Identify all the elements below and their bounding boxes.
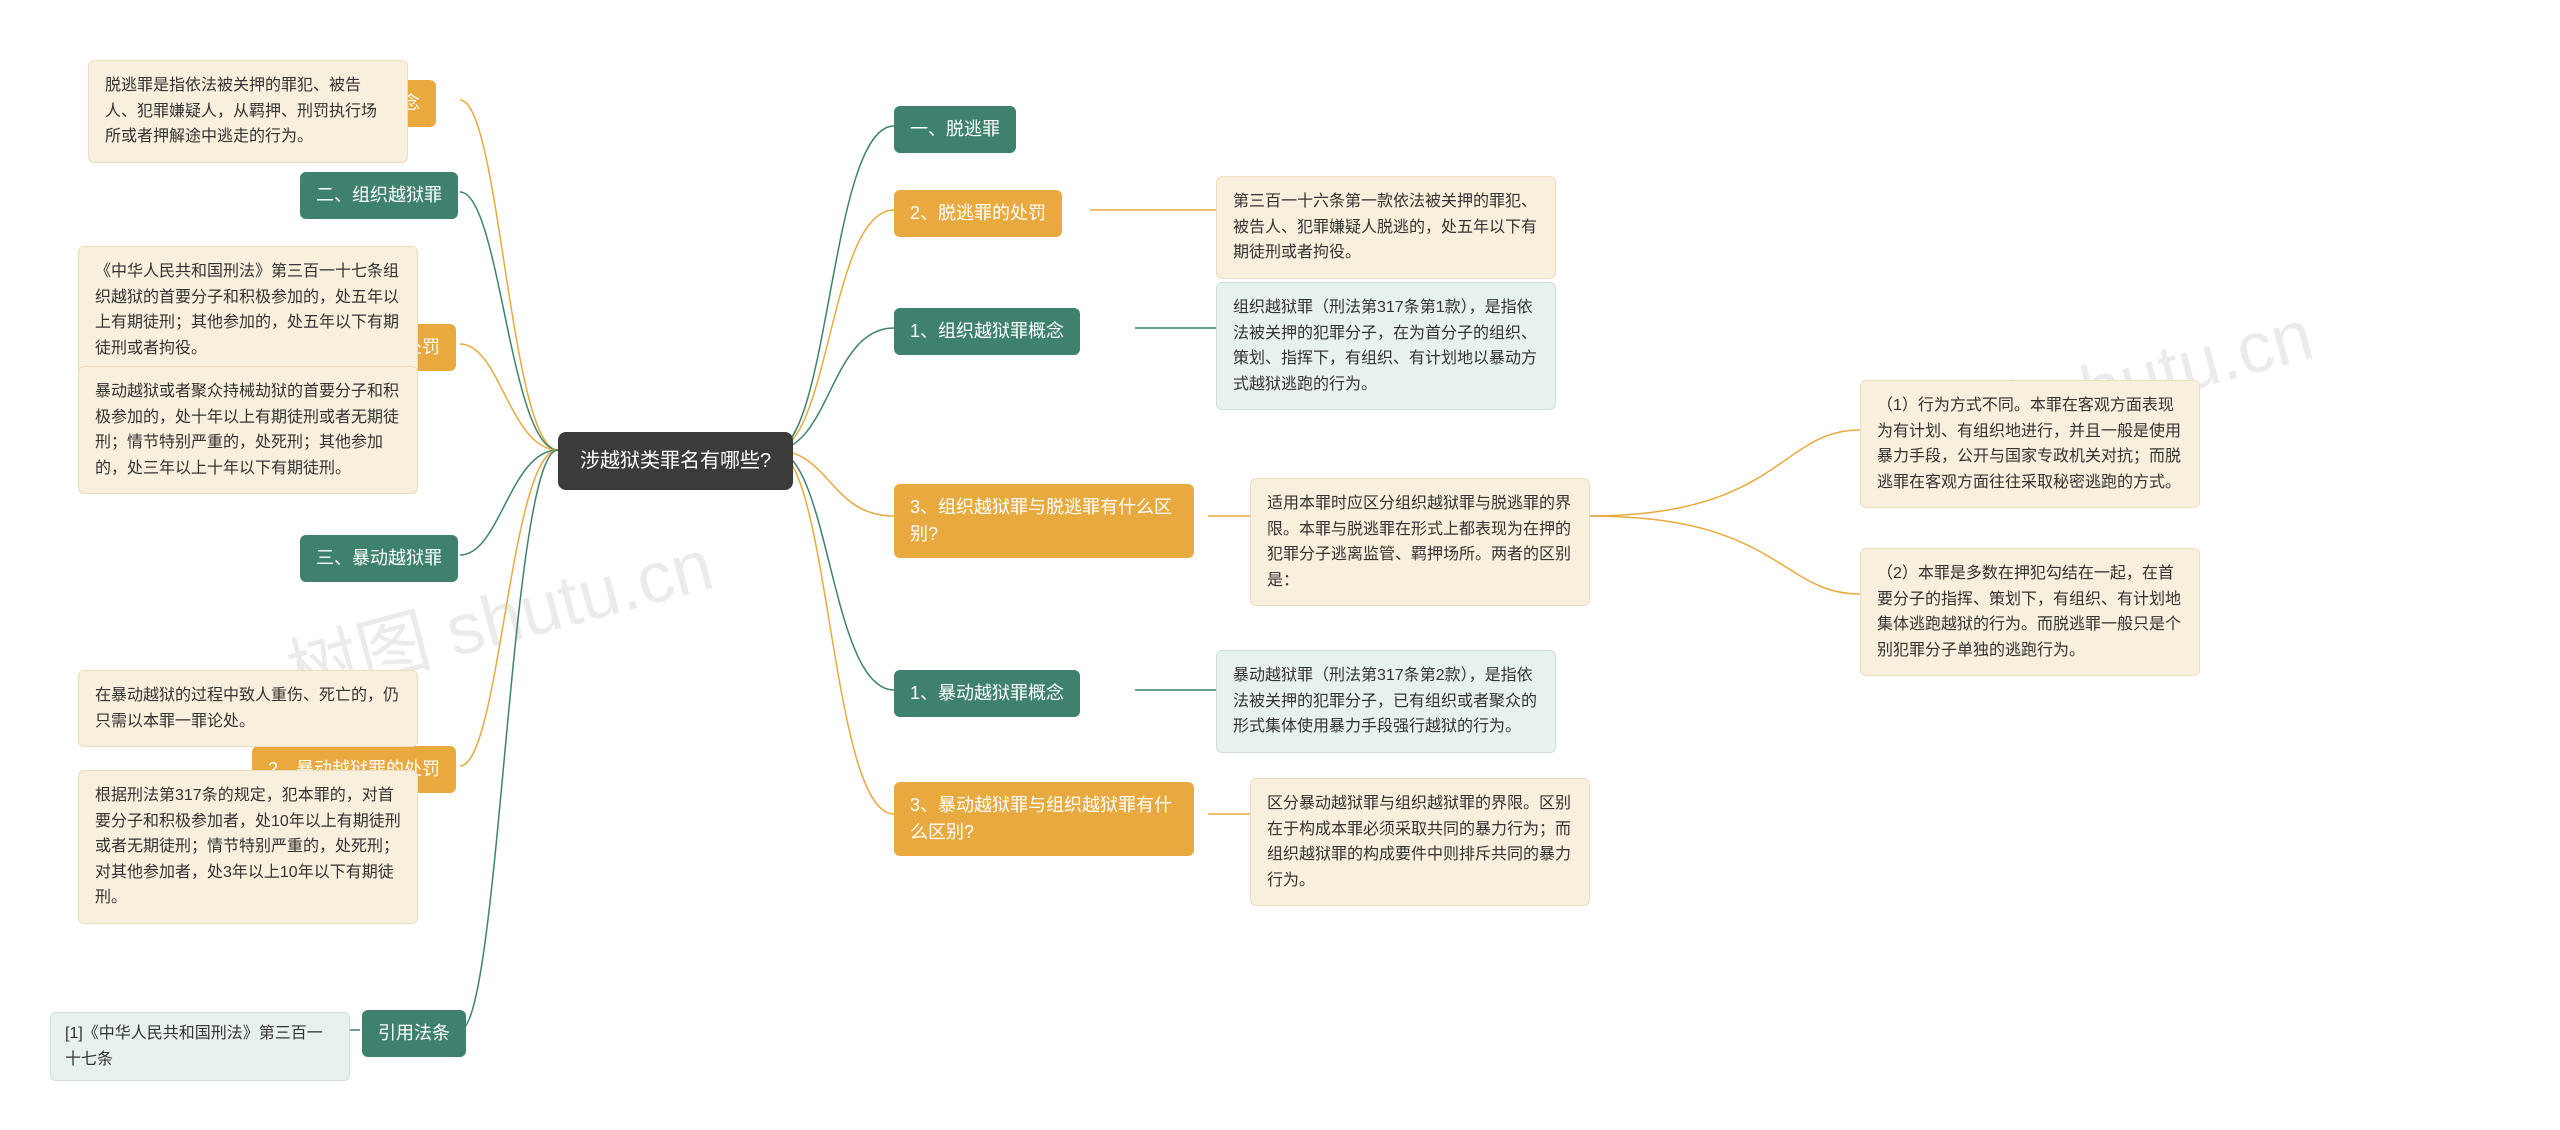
branch-3-3-detail: 区分暴动越狱罪与组织越狱罪的界限。区别在于构成本罪必须采取共同的暴力行为；而组织…: [1250, 778, 1590, 906]
branch-3-2-detail-1: 在暴动越狱的过程中致人重伤、死亡的，仍只需以本罪一罪论处。: [78, 670, 418, 747]
branch-3-1: 1、暴动越狱罪概念: [894, 670, 1080, 717]
branch-3: 三、暴动越狱罪: [300, 535, 458, 582]
branch-2-3-detail: 适用本罪时应区分组织越狱罪与脱逃罪的界限。本罪与脱逃罪在形式上都表现为在押的犯罪…: [1250, 478, 1590, 606]
branch-2: 二、组织越狱罪: [300, 172, 458, 219]
branch-2-2-detail-1: 《中华人民共和国刑法》第三百一十七条组织越狱的首要分子和积极参加的，处五年以上有…: [78, 246, 418, 374]
branch-1-2: 2、脱逃罪的处罚: [894, 190, 1062, 237]
detail-text: 脱逃罪是指依法被关押的罪犯、被告人、犯罪嫌疑人，从羁押、刑罚执行场所或者押解途中…: [105, 73, 391, 150]
branch-3-3: 3、暴动越狱罪与组织越狱罪有什么区别?: [894, 782, 1194, 856]
branch-1-1-detail: 脱逃罪是指依法被关押的罪犯、被告人、犯罪嫌疑人，从羁押、刑罚执行场所或者押解途中…: [88, 60, 408, 163]
branch-3-1-detail: 暴动越狱罪（刑法第317条第2款），是指依法被关押的犯罪分子，已有组织或者聚众的…: [1216, 650, 1556, 753]
branch-3-2-detail-2: 根据刑法第317条的规定，犯本罪的，对首要分子和积极参加者，处10年以上有期徒刑…: [78, 770, 418, 924]
branch-2-1-detail: 组织越狱罪（刑法第317条第1款），是指依法被关押的犯罪分子，在为首分子的组织、…: [1216, 282, 1556, 410]
branch-2-1: 1、组织越狱罪概念: [894, 308, 1080, 355]
branch-2-3-detail-1: （1）行为方式不同。本罪在客观方面表现为有计划、有组织地进行，并且一般是使用暴力…: [1860, 380, 2200, 508]
branch-4: 引用法条: [362, 1010, 466, 1057]
branch-1-2-detail: 第三百一十六条第一款依法被关押的罪犯、被告人、犯罪嫌疑人脱逃的，处五年以下有期徒…: [1216, 176, 1556, 279]
branch-2-2-detail-2: 暴动越狱或者聚众持械劫狱的首要分子和积极参加的，处十年以上有期徒刑或者无期徒刑；…: [78, 366, 418, 494]
branch-2-3-detail-2: （2）本罪是多数在押犯勾结在一起，在首要分子的指挥、策划下，有组织、有计划地集体…: [1860, 548, 2200, 676]
branch-2-3: 3、组织越狱罪与脱逃罪有什么区别?: [894, 484, 1194, 558]
branch-1: 一、脱逃罪: [894, 106, 1016, 153]
root-node: 涉越狱类罪名有哪些?: [558, 432, 793, 490]
branch-4-detail: [1]《中华人民共和国刑法》第三百一十七条: [50, 1012, 350, 1081]
